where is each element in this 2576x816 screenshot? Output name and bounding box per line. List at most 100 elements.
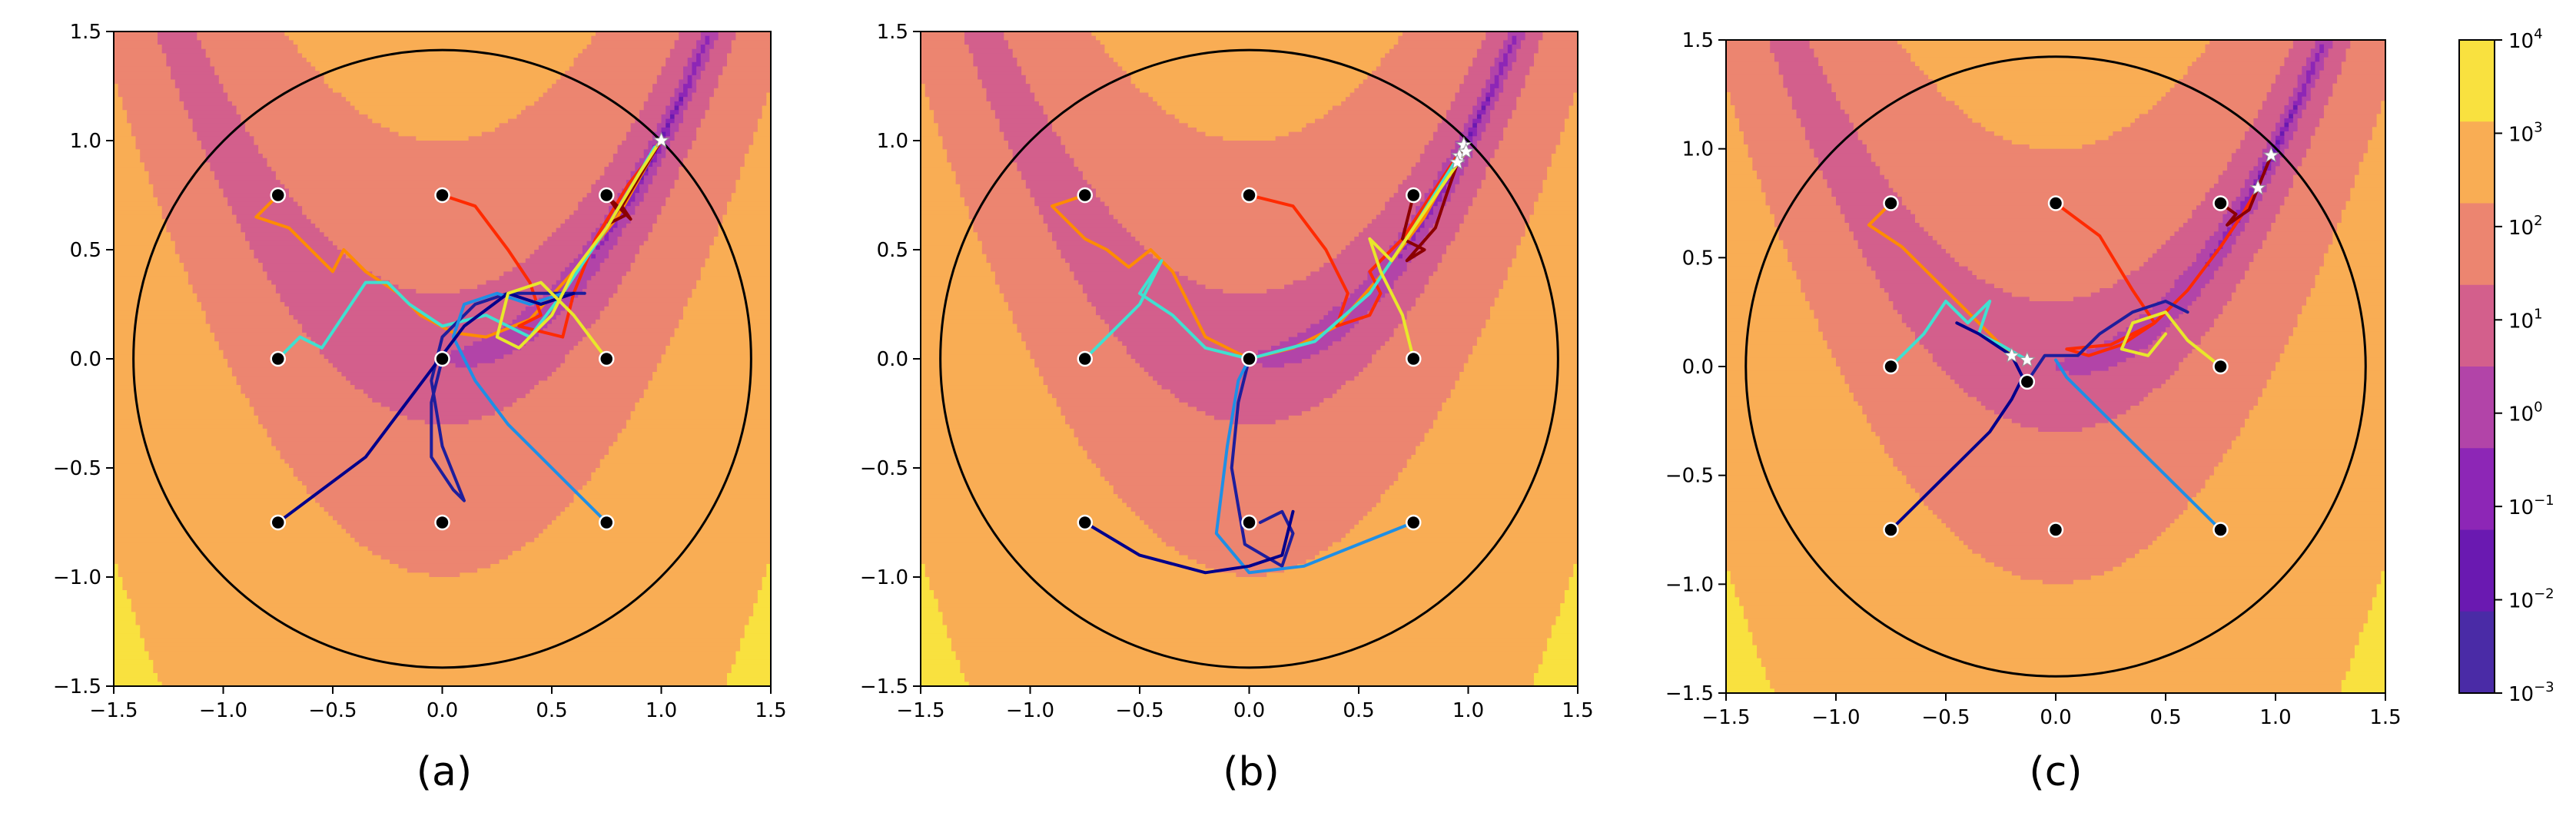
contour-cell [1520,240,1578,246]
contour-cell [254,250,342,255]
contour-cell [1442,258,1513,264]
contour-cell [114,245,176,250]
contour-cell [319,227,557,233]
contour-cell [2368,610,2385,615]
contour-cell [328,236,548,242]
contour-cell [991,267,1071,272]
contour-cell [643,393,771,399]
contour-cell [1880,436,2237,441]
contour-cell [713,88,771,94]
contour-cell [1507,267,1578,272]
x-tick-label: 1.0 [646,699,677,722]
contour-cell [337,367,557,373]
contour-cell [731,664,771,669]
contour-cell [1534,201,1578,207]
contour-cell [648,188,671,194]
contour-cell [1096,306,1333,312]
contour-cell [114,297,198,303]
contour-cell [973,227,1048,233]
contour-cell [1113,58,1382,63]
contour-cell [978,66,1022,71]
contour-cell [1880,171,2223,176]
contour-cell [2200,292,2232,297]
contour-cell [197,32,285,37]
contour-cell [241,385,356,390]
contour-cell [696,131,754,137]
contour-cell [744,154,771,159]
contour-cell [2205,244,2219,250]
contour-cell [1144,367,1364,373]
contour-cell [114,254,181,259]
contour-cell [2148,545,2385,550]
contour-cell [2231,201,2241,206]
contour-cell [1385,254,1399,259]
contour-cell [2315,83,2333,88]
contour-cell [1459,180,1482,185]
contour-cell [2337,223,2385,228]
contour-cell [341,92,544,98]
contour-cell [1937,362,2056,367]
contour-cell [166,227,241,233]
contour-cell [171,236,246,242]
contour-cell [669,114,676,120]
contour-cell [1542,35,1578,41]
contour-cell [114,206,163,211]
contour-cell [596,468,771,473]
contour-cell [661,127,671,133]
trajectory-run-4 [1083,156,1459,360]
contour-cell [921,672,965,678]
contour-cell [2289,109,2299,114]
contour-cell [1534,206,1578,211]
contour-cell [626,223,653,229]
contour-cell [687,154,745,159]
contour-cell [630,267,702,272]
contour-cell [161,48,207,54]
start-point [1077,350,1093,367]
contour-cell [1087,297,1346,303]
y-tick-label: −0.5 [53,457,101,480]
contour-cell [2258,158,2268,163]
contour-cell [635,162,645,168]
contour-cell [1774,223,1850,228]
contour-cell [2266,92,2294,98]
contour-cell [973,58,1017,63]
contour-cell [442,359,496,364]
contour-cell [921,223,974,229]
contour-cell [1249,359,1303,364]
contour-cell [1074,271,1180,277]
contour-cell [1525,79,1578,85]
contour-cell [1507,118,1565,124]
contour-cell [1972,549,2140,555]
contour-cell [2350,197,2385,202]
contour-cell [921,599,939,604]
contour-cell [2249,201,2259,206]
contour-cell [2376,584,2385,589]
contour-cell [1135,236,1355,242]
contour-cell [622,276,702,281]
contour-cell [2126,410,2250,415]
contour-cell [135,141,202,146]
contour-cell [1319,402,1442,408]
contour-cell [1564,127,1578,133]
contour-cell [2341,688,2385,693]
contour-cell [1503,53,1509,58]
contour-cell [2323,57,2347,62]
contour-cell [359,263,517,268]
contour-cell [921,127,939,133]
contour-cell [372,398,517,403]
contour-cell [363,267,513,272]
contour-cell [656,123,666,128]
contour-cell [713,45,732,50]
contour-cell [692,97,710,102]
contour-cell [1166,542,1333,547]
contour-cell [254,136,417,141]
contour-cell [696,58,702,63]
contour-cell [1726,53,1775,58]
contour-cell [1363,516,1578,521]
contour-cell [968,210,1040,216]
contour-cell [2310,96,2329,101]
contour-cell [2090,292,2166,297]
contour-cell [122,577,763,582]
contour-cell [2315,279,2385,284]
contour-cell [201,144,259,150]
